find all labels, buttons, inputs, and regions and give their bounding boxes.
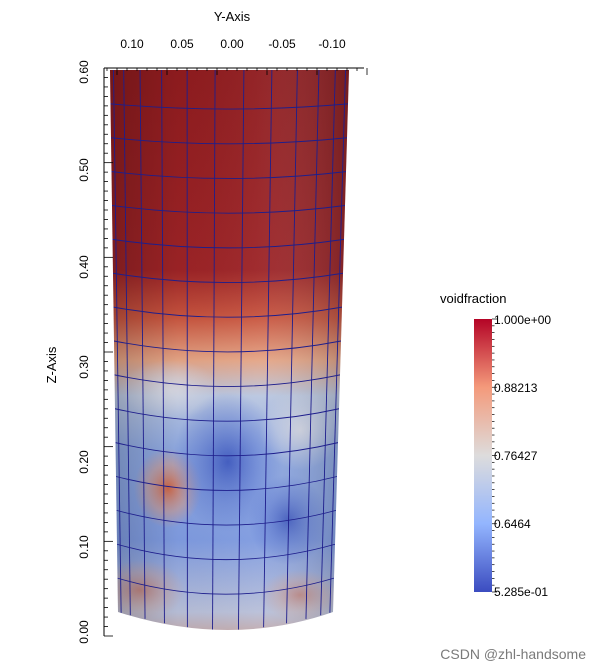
color-legend: voidfraction 1.000e+00 0.88213 0.76427 0… (440, 291, 551, 599)
legend-label: 5.285e-01 (494, 585, 548, 599)
z-tick-label: 0.30 (77, 355, 91, 379)
mesh-meridian (238, 70, 245, 630)
z-tick-label: 0.00 (77, 620, 91, 644)
y-tick-label: 0.00 (220, 37, 244, 51)
mesh-meridian (212, 70, 216, 630)
legend-ticks (492, 318, 497, 593)
legend-colorbar (474, 319, 492, 592)
y-axis-title: Y-Axis (214, 9, 251, 24)
z-tick-label: 0.60 (77, 60, 91, 84)
y-tick-label: -0.05 (268, 37, 296, 51)
z-tick-label: 0.40 (77, 255, 91, 279)
z-tick-label: 0.50 (77, 158, 91, 182)
z-tick-label: 0.20 (77, 450, 91, 474)
mesh-ring (116, 509, 337, 526)
cylinder-surface (110, 70, 349, 630)
mesh-meridian (161, 70, 165, 624)
mesh-meridian (263, 70, 273, 628)
y-tick-label: 0.10 (120, 37, 144, 51)
mesh-meridian (123, 70, 131, 616)
mesh-meridian (329, 70, 346, 613)
z-axis-title: Z-Axis (44, 346, 59, 383)
legend-label: 0.88213 (494, 381, 538, 395)
legend-label: 0.6464 (494, 517, 531, 531)
watermark: CSDN @zhl-handsome (440, 646, 586, 662)
mesh-grid (110, 70, 349, 630)
legend-title: voidfraction (440, 291, 506, 306)
axis-frame (103, 67, 368, 637)
mesh-meridian (305, 70, 320, 619)
mesh-meridian (320, 70, 336, 616)
mesh-ring (116, 543, 336, 561)
mesh-meridian (286, 70, 298, 624)
y-tick-label: -0.10 (318, 37, 346, 51)
z-tick-label: 0.10 (77, 535, 91, 559)
mesh-meridian (113, 70, 122, 613)
legend-label: 0.76427 (494, 449, 538, 463)
y-tick-label: 0.05 (170, 37, 194, 51)
mesh-ring (117, 577, 335, 595)
mesh-meridian (139, 70, 146, 619)
legend-label: 1.000e+00 (494, 313, 551, 327)
